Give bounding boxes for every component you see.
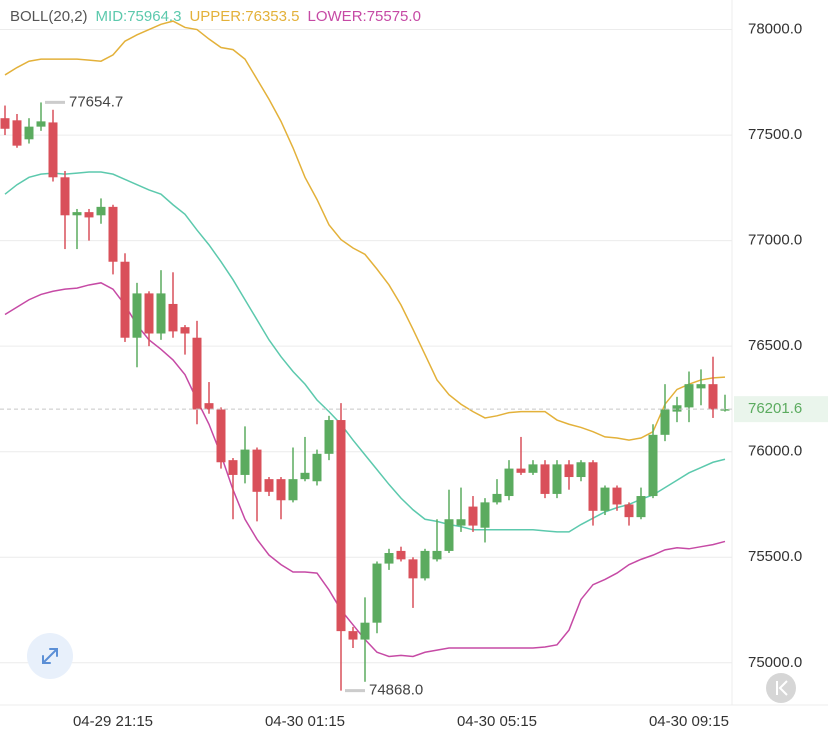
candle-body: [480, 502, 490, 528]
x-tick-label: 04-30 09:15: [649, 713, 729, 730]
candle-body: [384, 553, 394, 564]
legend-entry: LOWER:75575.0: [308, 8, 421, 25]
candle-body: [180, 327, 190, 334]
candle-body: [120, 261, 130, 338]
candle-body: [60, 177, 70, 216]
candle-body: [588, 462, 598, 511]
candle-body: [228, 460, 238, 475]
candle-body: [336, 420, 346, 632]
candle-body: [432, 550, 442, 560]
candle-body: [576, 462, 586, 478]
candle-body: [552, 464, 562, 494]
candle-body: [0, 118, 10, 129]
candle-body: [264, 479, 274, 492]
last-price-box: [734, 396, 828, 423]
y-tick-label: 77000.0: [748, 232, 802, 249]
y-tick-label: 78000.0: [748, 21, 802, 38]
last-price-label: 76201.6: [748, 400, 802, 417]
candle-body: [372, 563, 382, 623]
candle-body: [600, 487, 610, 511]
y-tick-label: 76000.0: [748, 443, 802, 460]
candle-body: [192, 337, 202, 410]
candle-body: [12, 120, 22, 146]
candle-body: [624, 504, 634, 518]
expand-button[interactable]: [27, 633, 73, 679]
bands: [4, 20, 726, 658]
scroll-icon[interactable]: [776, 680, 788, 696]
candle-body: [516, 468, 526, 473]
candle-body: [276, 479, 286, 501]
x-tick-label: 04-30 05:15: [457, 713, 537, 730]
min-label: 74868.0: [369, 682, 423, 699]
candle-body: [504, 468, 514, 497]
x-tick-label: 04-30 01:15: [265, 713, 345, 730]
candle-body: [132, 293, 142, 338]
candle-body: [204, 403, 214, 410]
candle-body: [396, 550, 406, 560]
candle-body: [348, 631, 358, 640]
max-label: 77654.7: [69, 93, 123, 110]
legend-entry: UPPER:76353.5: [189, 8, 299, 25]
candle-body: [648, 434, 658, 497]
y-tick-label: 75000.0: [748, 654, 802, 671]
candle-body: [528, 464, 538, 473]
candle-body: [360, 622, 370, 640]
candle-body: [660, 409, 670, 435]
band-line: [4, 20, 726, 441]
candle-body: [36, 121, 46, 127]
candle-body: [636, 496, 646, 518]
candle-body: [708, 384, 718, 410]
candle-body: [96, 206, 106, 216]
y-tick-label: 77500.0: [748, 126, 802, 143]
candle-body: [72, 212, 82, 216]
candle-body: [564, 464, 574, 478]
legend-entry: MID:75964.3: [96, 8, 182, 25]
candle-body: [540, 464, 550, 494]
candle-body: [696, 384, 706, 389]
candle-body: [24, 126, 34, 140]
candle-body: [144, 293, 154, 334]
candle-body: [684, 384, 694, 408]
candle-body: [300, 472, 310, 480]
candle-body: [408, 559, 418, 579]
candle-body: [720, 409, 730, 411]
candle-body: [456, 519, 466, 526]
indicator-label: BOLL(20,2): [10, 8, 88, 25]
x-tick-label: 04-29 21:15: [73, 713, 153, 730]
candle-body: [492, 493, 502, 503]
y-tick-label: 76500.0: [748, 337, 802, 354]
candle-body: [108, 206, 118, 262]
candle-body: [612, 487, 622, 505]
candle-body: [468, 506, 478, 526]
scroll-button[interactable]: [766, 673, 796, 703]
candle-body: [168, 303, 178, 332]
candle-body: [312, 453, 322, 482]
labels: 75000.0 75500.0 76000.0 76500.0 77000.0 77500…: [0, 21, 828, 730]
candle-body: [240, 449, 250, 475]
candles: [0, 102, 730, 691]
candle-body: [48, 122, 58, 178]
grid: [0, 29, 732, 664]
legend: BOLL(20,2) MID:75964.3 UPPER:76353.5 LOWER:…: [10, 8, 421, 25]
candle-body: [672, 405, 682, 412]
candle-body: [324, 420, 334, 454]
candle-body: [216, 409, 226, 463]
expand-icon[interactable]: [42, 648, 58, 664]
y-tick-label: 75500.0: [748, 548, 802, 565]
candle-body: [444, 519, 454, 551]
candle-body: [84, 212, 94, 218]
candle-body: [252, 449, 262, 492]
candle-body: [156, 293, 166, 334]
candle-body: [420, 550, 430, 579]
candle-body: [288, 479, 298, 501]
